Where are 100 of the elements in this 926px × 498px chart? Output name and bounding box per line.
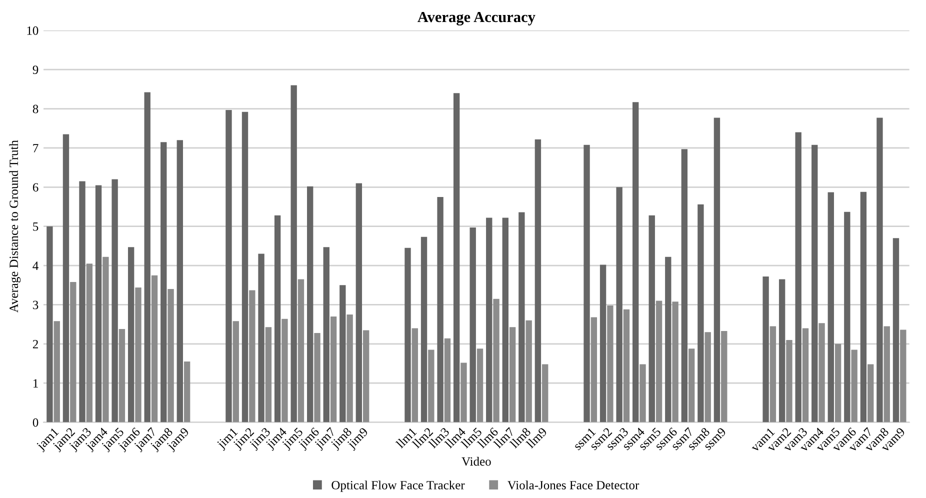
y-tick-label: 6 — [32, 183, 38, 192]
bar — [356, 183, 362, 422]
bar — [323, 247, 330, 422]
bar — [834, 344, 842, 422]
bar — [95, 185, 102, 422]
y-tick-label: 7 — [33, 144, 38, 152]
bar — [656, 300, 662, 422]
bar — [672, 302, 678, 422]
bar — [688, 348, 695, 422]
bar — [176, 140, 183, 422]
bar — [54, 321, 60, 422]
bar — [542, 364, 548, 422]
bar — [486, 218, 492, 422]
bar — [118, 329, 126, 422]
y-tick-label: 8 — [32, 104, 38, 114]
bar — [112, 179, 118, 422]
bar — [786, 340, 792, 422]
x-axis-title: Video — [462, 456, 491, 466]
bar — [62, 134, 70, 422]
bar — [844, 212, 850, 422]
legend-label: Optical Flow Face Tracker — [332, 480, 465, 492]
bar — [900, 330, 906, 422]
bar — [428, 350, 434, 422]
bar — [340, 285, 346, 422]
bar — [314, 332, 320, 422]
bar — [404, 248, 411, 422]
bar — [298, 279, 304, 422]
bar — [681, 149, 688, 422]
bar — [144, 92, 150, 422]
bar — [770, 326, 776, 422]
y-tick-label: 2 — [32, 340, 38, 348]
bar — [168, 289, 174, 422]
bar — [623, 309, 630, 422]
bar — [590, 317, 598, 422]
bar — [884, 326, 890, 422]
bar — [828, 192, 834, 422]
y-axis-title: Average Distance to Ground Truth — [9, 140, 21, 313]
bar — [226, 110, 232, 422]
bar — [265, 327, 272, 422]
bar — [892, 238, 900, 422]
bar — [160, 142, 167, 422]
bar — [249, 290, 256, 422]
y-tick-label: 1 — [34, 379, 38, 388]
bar — [412, 328, 418, 422]
bar — [151, 275, 158, 422]
bar — [526, 320, 532, 422]
bar — [493, 298, 500, 422]
bar — [698, 204, 704, 422]
bar — [70, 282, 76, 422]
bar — [135, 287, 142, 422]
bar — [453, 93, 460, 422]
bar — [184, 362, 190, 422]
bar — [851, 350, 858, 422]
y-tick-label: 4 — [32, 262, 38, 270]
bar — [86, 264, 93, 422]
bar — [584, 144, 590, 422]
bar — [795, 132, 802, 422]
bar — [258, 254, 264, 422]
bar — [518, 212, 525, 422]
y-tick-label: 0 — [32, 418, 38, 427]
bar — [704, 332, 711, 422]
bar — [420, 236, 428, 422]
bar — [714, 118, 720, 422]
bar — [534, 139, 542, 422]
bar — [721, 330, 728, 422]
bar — [632, 102, 639, 422]
bar — [79, 181, 86, 422]
bar — [762, 276, 769, 422]
bar — [876, 118, 883, 422]
y-tick-label: 9 — [32, 66, 38, 74]
bar — [46, 226, 53, 422]
bar — [444, 338, 451, 422]
bar — [102, 256, 109, 422]
bar — [232, 321, 239, 422]
y-tick-label: 3 — [33, 300, 38, 310]
bar — [274, 215, 281, 422]
bar — [242, 112, 248, 422]
legend-label: Viola-Jones Face Detector — [507, 480, 640, 490]
y-tick-label: 10 — [27, 26, 38, 35]
bar — [437, 196, 444, 422]
bar — [600, 264, 606, 422]
bar — [502, 218, 508, 422]
bar — [648, 215, 655, 422]
bar — [460, 362, 467, 422]
bar — [128, 247, 134, 422]
bar — [665, 256, 672, 422]
y-tick-label: 5 — [33, 222, 38, 231]
bar — [330, 316, 337, 422]
bar — [282, 318, 288, 422]
bar — [607, 306, 614, 422]
bar — [812, 144, 818, 422]
bar — [818, 323, 825, 422]
bar — [307, 186, 314, 422]
bar — [362, 330, 370, 422]
bar — [509, 327, 516, 422]
bar — [476, 348, 484, 422]
bar — [640, 364, 646, 422]
bar — [290, 85, 297, 422]
bar — [802, 328, 809, 422]
bar — [860, 192, 867, 422]
